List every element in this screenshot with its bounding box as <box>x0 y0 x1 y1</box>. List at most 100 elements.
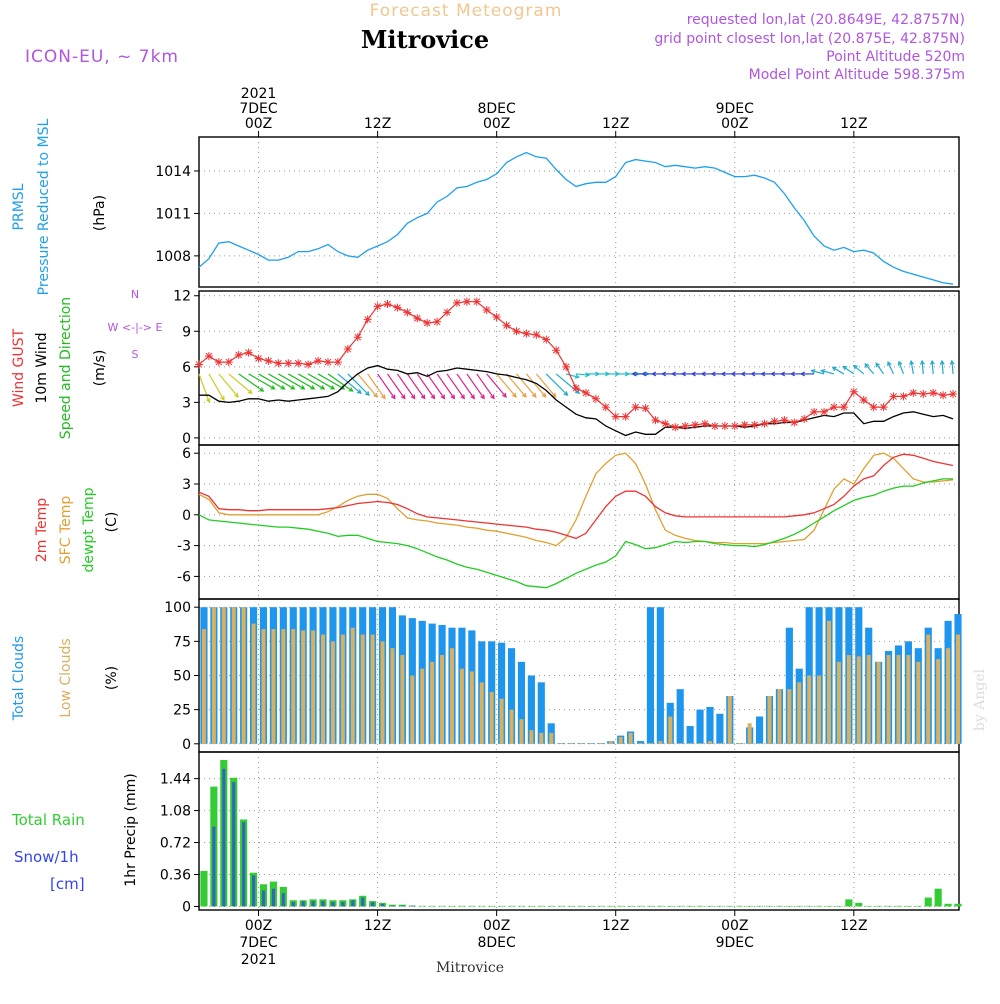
low-cloud-bar <box>390 648 395 744</box>
low-cloud-bar <box>876 661 881 744</box>
low-cloud-bar <box>668 716 673 744</box>
wind-arrow-head <box>919 359 925 365</box>
low-cloud-bar <box>926 634 931 744</box>
gust-marker <box>552 346 561 355</box>
wind-arrow-head <box>810 369 816 374</box>
wind-arrow-head <box>760 371 766 377</box>
y-tick-label: 0 <box>182 508 191 524</box>
wind-arrow <box>367 373 386 399</box>
wind-arrow <box>466 373 485 399</box>
wind-arrow-head <box>740 371 746 377</box>
panel-temperature: -6 -3 0 3 6 <box>177 444 960 600</box>
gust-marker <box>443 308 452 317</box>
wind-arrow <box>476 373 495 399</box>
gust-marker <box>949 390 958 399</box>
total-rain-label: Total Rain <box>11 811 85 829</box>
gust-marker <box>800 414 809 423</box>
low-cloud-bar <box>737 743 742 744</box>
low-cloud-bar <box>588 743 593 744</box>
rain-bar <box>656 905 664 907</box>
low-cloud-bar <box>469 671 474 744</box>
time-axis-label: 9DEC <box>716 101 755 117</box>
low-cloud-bar <box>727 695 732 744</box>
wind-arrow-head <box>909 359 915 366</box>
gust-marker <box>452 298 461 307</box>
pressure-label-long: Pressure Reduced to MSL <box>36 118 52 295</box>
snow-bar <box>291 902 295 907</box>
rain-bar <box>765 905 774 907</box>
low-cloud-bar <box>291 629 296 744</box>
wind-arrow-head <box>770 371 776 377</box>
wind-arrow <box>496 373 517 398</box>
y-tick-label: 3 <box>182 395 191 411</box>
rain-bar <box>458 905 466 907</box>
gust-marker <box>195 360 203 369</box>
gust-marker <box>869 403 878 412</box>
wind-arrow <box>575 373 590 376</box>
wind-arrow-head <box>831 366 837 372</box>
snow-bar <box>251 875 256 907</box>
wind-arrow <box>218 373 239 398</box>
gust-marker <box>601 403 610 412</box>
wind-arrow-head <box>356 389 362 395</box>
wind-arrow-head <box>259 387 265 392</box>
gust-marker <box>770 417 779 426</box>
wind-arrow-head <box>373 392 378 398</box>
wind-arrow <box>565 373 579 378</box>
gust-marker <box>264 356 273 365</box>
wind-arrow-head <box>440 394 446 400</box>
rain-bar <box>418 905 426 907</box>
snow-unit-label: [cm] <box>50 875 85 893</box>
wind-arrow-head <box>799 371 805 377</box>
wind-arrow <box>941 360 944 374</box>
low-cloud-bar <box>569 743 574 744</box>
low-cloud-bar <box>559 743 564 744</box>
rain-bar <box>855 902 863 907</box>
snow-label: Snow/1h <box>14 848 79 866</box>
low-cloud-bar <box>956 634 961 744</box>
snow-bar <box>222 768 226 907</box>
rain-bar <box>894 905 903 907</box>
low-cloud-bar <box>638 743 643 744</box>
wind-arrow-head <box>300 385 306 390</box>
wind-arrow-head <box>670 371 676 377</box>
low-cloud-bar <box>688 743 693 744</box>
wind-arrow-head <box>929 359 935 365</box>
low-cloud-bar <box>767 695 772 744</box>
rain-bar <box>884 905 893 907</box>
low-cloud-bar <box>836 661 841 744</box>
wind-arrow-head <box>430 394 436 400</box>
time-axis-label: 00Z <box>483 918 510 934</box>
gust-marker <box>810 407 819 416</box>
snow-bar <box>212 826 216 907</box>
gust-marker <box>859 395 868 404</box>
rain-bar <box>607 905 615 907</box>
time-axis-label: 00Z <box>721 918 748 934</box>
wind-arrow-head <box>864 363 870 369</box>
low-cloud-bar <box>420 668 425 744</box>
gust-marker <box>879 403 888 412</box>
y-tick-label: 75 <box>173 634 191 650</box>
low-cloud-bar <box>410 675 415 744</box>
wind-arrow-head <box>720 371 726 377</box>
low-cloud-bar <box>698 743 703 744</box>
snow-bar <box>242 822 246 907</box>
low-cloud-bar <box>618 736 623 744</box>
low-cloud-bar <box>827 620 832 744</box>
wind-arrow-head <box>420 394 426 400</box>
wind-arrow <box>931 360 934 374</box>
wind-arrow <box>258 373 285 390</box>
wind-arrow-head <box>887 360 892 367</box>
rain-bar <box>517 905 526 907</box>
wind-arrow <box>506 373 527 398</box>
point-altitude: Point Altitude 520m <box>826 49 965 65</box>
y-tick-label: 25 <box>173 703 191 719</box>
low-cloud-bar <box>231 607 236 744</box>
y-tick-label: 0 <box>182 431 191 447</box>
time-axis-label: 12Z <box>840 918 867 934</box>
wind-arrow-head <box>897 360 903 366</box>
rain-bar <box>547 905 555 907</box>
gust-marker <box>651 416 660 425</box>
low-cloud-bar <box>628 732 633 744</box>
